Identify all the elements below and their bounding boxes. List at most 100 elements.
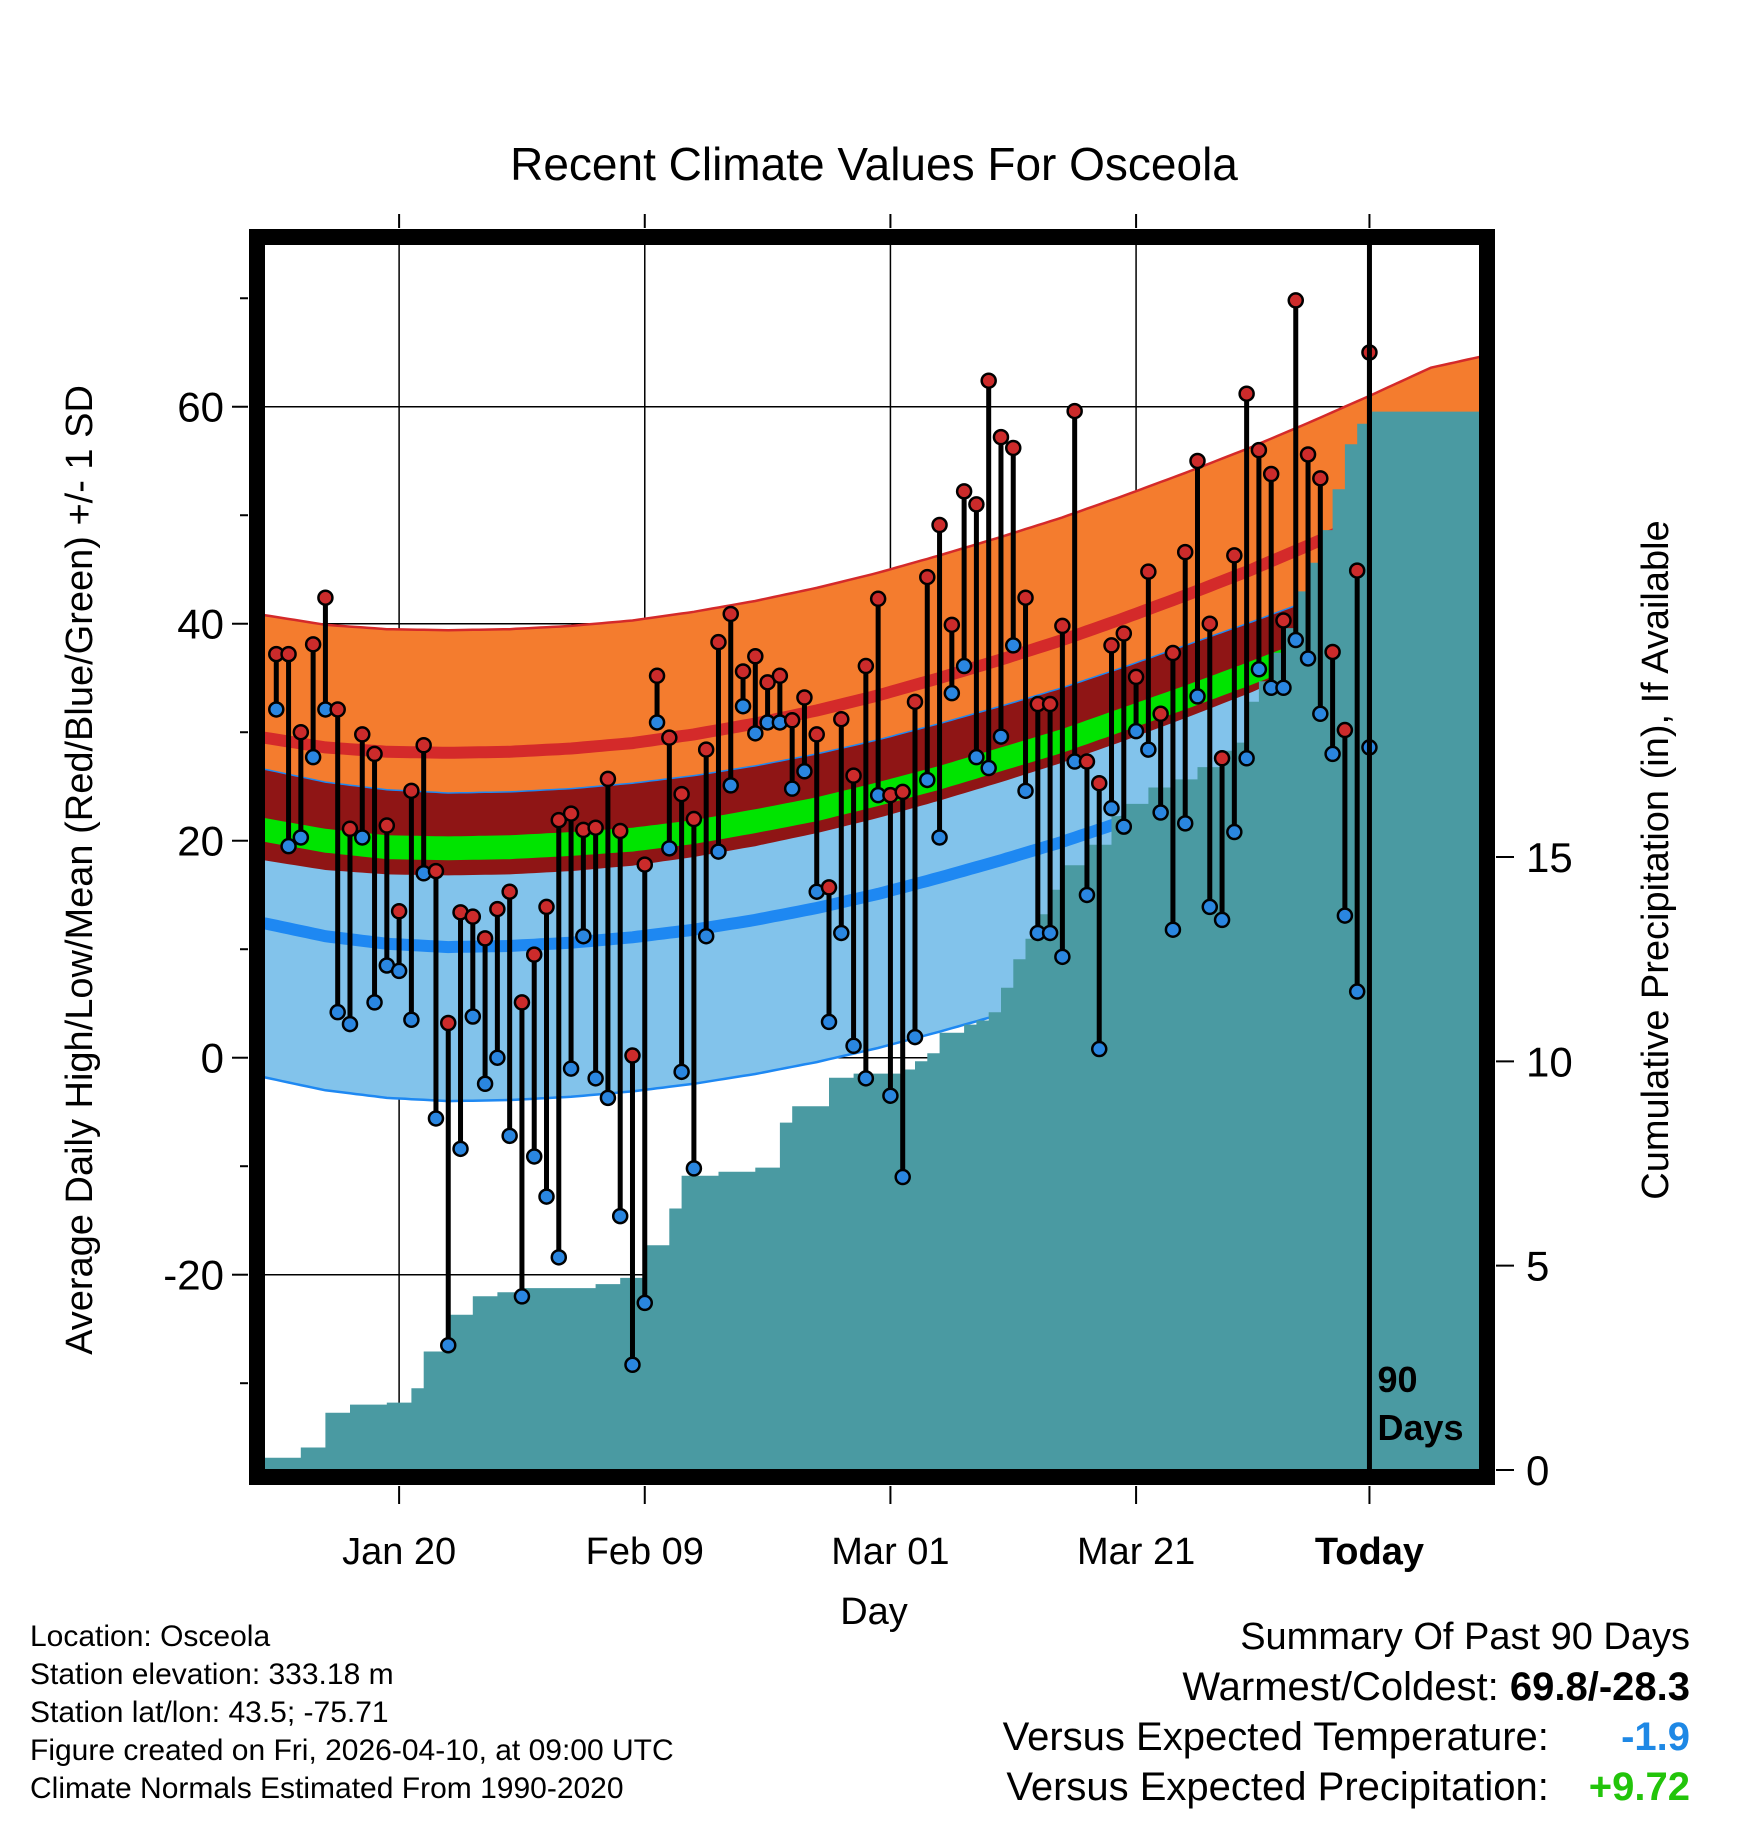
high-point (587, 819, 604, 836)
high-point (550, 811, 568, 829)
high-point (808, 726, 825, 743)
high-point (378, 817, 396, 834)
low-point (955, 657, 973, 675)
x-tick-label: Feb 09 (586, 1531, 704, 1573)
high-point (1054, 617, 1071, 635)
high-point (1176, 543, 1194, 561)
high-point (1127, 668, 1145, 686)
high-point (796, 689, 813, 706)
low-point (329, 1003, 346, 1021)
y2-tick-label: 15 (1526, 834, 1573, 881)
y-tick-label: -20 (163, 1252, 224, 1299)
low-point (697, 927, 715, 945)
high-point (1348, 562, 1366, 579)
high-point (734, 663, 752, 680)
low-point (1201, 898, 1219, 916)
low-point (1250, 661, 1268, 678)
high-point (661, 729, 678, 746)
high-point (415, 736, 432, 754)
low-point (673, 1063, 690, 1081)
high-point (304, 636, 322, 653)
low-point (611, 1207, 629, 1225)
high-point (329, 701, 346, 718)
high-point (513, 994, 531, 1011)
low-point (1176, 815, 1194, 832)
today-days-number: 90 (1377, 1359, 1417, 1400)
high-point (1275, 612, 1292, 629)
low-point (1336, 907, 1354, 924)
location-text: Location: Osceola (30, 1620, 271, 1653)
high-point (943, 616, 961, 634)
low-point (636, 1294, 654, 1312)
low-point (796, 763, 813, 780)
high-point (476, 930, 494, 947)
low-point (1005, 637, 1022, 654)
high-point (919, 568, 936, 586)
high-point (1005, 439, 1022, 457)
high-point (931, 516, 948, 534)
low-point (1299, 650, 1317, 667)
y2-tick-label: 5 (1526, 1243, 1549, 1290)
x-tick-label: Today (1315, 1531, 1424, 1573)
low-point (1348, 983, 1366, 1000)
y2-axis-label: Cumulative Precipitation (in), If Availa… (1635, 520, 1677, 1199)
low-point (464, 1008, 482, 1025)
y2-tick-label: 0 (1526, 1447, 1549, 1494)
high-point (1066, 402, 1083, 420)
temp-label: Versus Expected Temperature: (1002, 1715, 1549, 1759)
low-point (1078, 886, 1096, 904)
low-point (820, 1013, 838, 1031)
low-point (538, 1188, 555, 1205)
high-point (906, 693, 924, 711)
y2-tick-label: 10 (1526, 1038, 1573, 1085)
high-point (968, 496, 985, 513)
high-point (280, 645, 297, 663)
high-point (845, 767, 862, 784)
high-point (1238, 385, 1255, 402)
high-point (1336, 721, 1354, 739)
x-tick-label: Mar 21 (1077, 1531, 1195, 1573)
latlon-text: Station lat/lon: 43.5; -75.71 (30, 1696, 389, 1729)
y-tick-label: 60 (177, 384, 224, 431)
mean-band (264, 564, 1480, 861)
low-point (661, 840, 678, 857)
high-point (710, 633, 727, 651)
low-point (501, 1127, 518, 1145)
plot-clip-group (264, 244, 1480, 1470)
high-point (501, 883, 518, 900)
high-point (1078, 753, 1096, 770)
high-point (697, 741, 715, 758)
x-tick-label: Jan 20 (342, 1531, 456, 1573)
high-point (1090, 774, 1108, 792)
low-point (1090, 1040, 1108, 1058)
low-point (1312, 705, 1329, 723)
y-axis-label: Average Daily High/Low/Mean (Red/Blue/Gr… (59, 385, 101, 1355)
low-point (550, 1249, 568, 1266)
high-point (317, 589, 334, 606)
low-point (992, 728, 1010, 745)
high-point (980, 372, 997, 389)
high-point (894, 783, 911, 801)
high-point (427, 862, 445, 880)
high-normal-line (264, 462, 1480, 759)
high-point (1041, 695, 1059, 713)
low-point (1140, 741, 1157, 758)
station-info: Location: Osceola Station elevation: 333… (30, 1618, 674, 1808)
high-point (759, 674, 776, 691)
y-tick-label: 20 (177, 818, 224, 865)
high-point (403, 782, 420, 800)
low-point (489, 1049, 506, 1066)
low-point (476, 1075, 494, 1093)
high-point (648, 667, 666, 685)
high-point (1250, 441, 1268, 459)
summary-heading: Summary Of Past 90 Days (1240, 1616, 1690, 1658)
low-point (624, 1356, 641, 1374)
y-tick-label: 0 (201, 1035, 224, 1082)
plot-frame (249, 229, 1495, 1485)
precip-row: Versus Expected Precipitation: +9.72 (1003, 1762, 1690, 1812)
high-point (1262, 465, 1280, 483)
low-point (1324, 745, 1341, 763)
high-point (464, 908, 482, 925)
high-point (599, 770, 617, 788)
